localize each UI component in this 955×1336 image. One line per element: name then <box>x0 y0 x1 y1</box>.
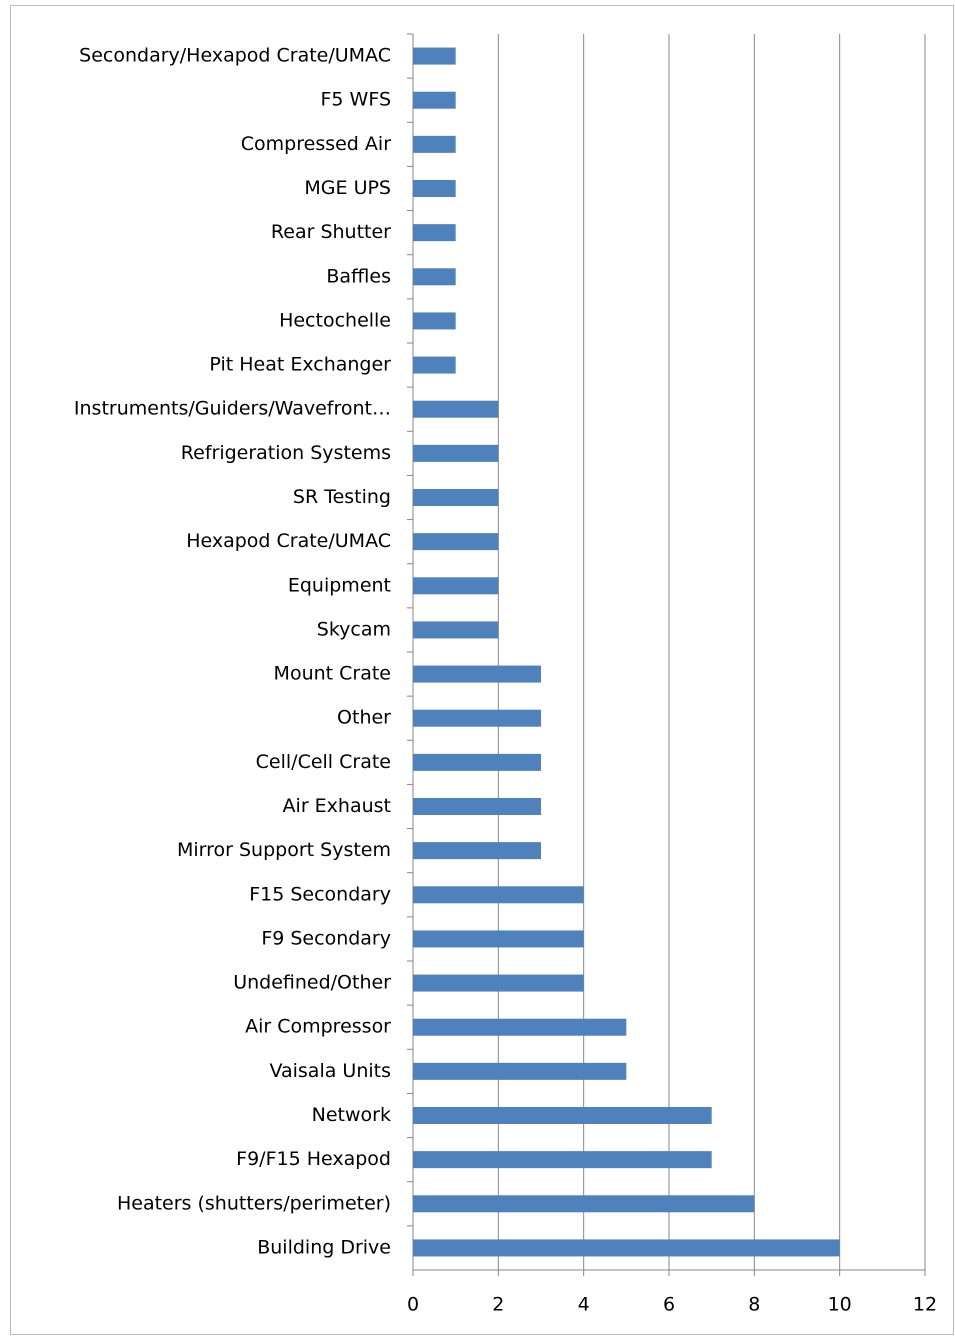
y-tick-label: Refrigeration Systems <box>181 442 391 464</box>
y-tick-label: F9 Secondary <box>261 927 391 949</box>
x-tick-label: 8 <box>748 1294 760 1316</box>
bar <box>413 798 541 815</box>
bar <box>413 665 541 683</box>
bar <box>413 886 584 904</box>
y-tick-label: Pit Heat Exchanger <box>209 354 391 376</box>
bar <box>413 312 456 330</box>
bar <box>413 1062 627 1080</box>
bar <box>413 135 456 153</box>
y-tick-label: Mount Crate <box>274 663 391 685</box>
bar <box>413 47 456 65</box>
y-tick-label: F9/F15 Hexapod <box>236 1148 391 1170</box>
x-tick-label: 0 <box>407 1294 419 1316</box>
bar <box>413 930 584 948</box>
y-tick-label: Vaisala Units <box>269 1060 391 1082</box>
bar <box>413 533 499 551</box>
y-tick-label: Other <box>337 707 391 729</box>
y-tick-label: Air Exhaust <box>283 795 391 817</box>
bar <box>413 268 456 286</box>
y-tick-label: Equipment <box>288 574 391 596</box>
bar <box>413 224 456 242</box>
y-tick-label: Instruments/Guiders/Wavefront… <box>74 398 391 420</box>
bar <box>413 621 499 639</box>
bar <box>413 400 499 418</box>
bar <box>413 444 499 462</box>
bar <box>413 356 456 374</box>
bar <box>413 974 584 992</box>
bar <box>413 1107 712 1124</box>
y-tick-label: Mirror Support System <box>177 839 391 861</box>
y-tick-label: Hectochelle <box>279 309 391 331</box>
y-tick-label: Heaters (shutters/perimeter) <box>117 1192 391 1214</box>
x-tick-label: 4 <box>578 1294 590 1316</box>
bar <box>413 1195 755 1213</box>
y-tick-label: Baffles <box>326 265 391 287</box>
y-tick-label: SR Testing <box>293 486 391 508</box>
bar <box>413 180 456 197</box>
bar <box>413 577 499 595</box>
y-tick-label: Air Compressor <box>245 1016 391 1038</box>
bar <box>413 1018 627 1036</box>
y-tick-label: Building Drive <box>257 1236 391 1258</box>
y-tick-label: Network <box>312 1104 391 1126</box>
y-tick-label: Compressed Air <box>241 133 391 155</box>
bar <box>413 489 499 506</box>
bar <box>413 1239 840 1257</box>
y-tick-label: Secondary/Hexapod Crate/UMAC <box>79 45 391 67</box>
x-tick-label: 6 <box>663 1294 675 1316</box>
x-tick-label: 10 <box>828 1294 852 1316</box>
bar <box>413 842 541 860</box>
x-tick-label: 2 <box>492 1294 504 1316</box>
bar <box>413 91 456 109</box>
x-tick-label: 12 <box>913 1294 937 1316</box>
y-tick-label: Cell/Cell Crate <box>256 751 391 773</box>
y-tick-label: Undefined/Other <box>233 972 391 994</box>
y-tick-label: MGE UPS <box>304 177 391 199</box>
y-tick-label: Hexapod Crate/UMAC <box>186 530 391 552</box>
y-tick-label: F15 Secondary <box>249 883 391 905</box>
bar <box>413 753 541 771</box>
bar <box>413 709 541 727</box>
y-tick-label: Skycam <box>317 618 391 640</box>
bar <box>413 1151 712 1169</box>
y-tick-label: F5 WFS <box>321 89 392 111</box>
y-tick-label: Rear Shutter <box>271 221 391 243</box>
